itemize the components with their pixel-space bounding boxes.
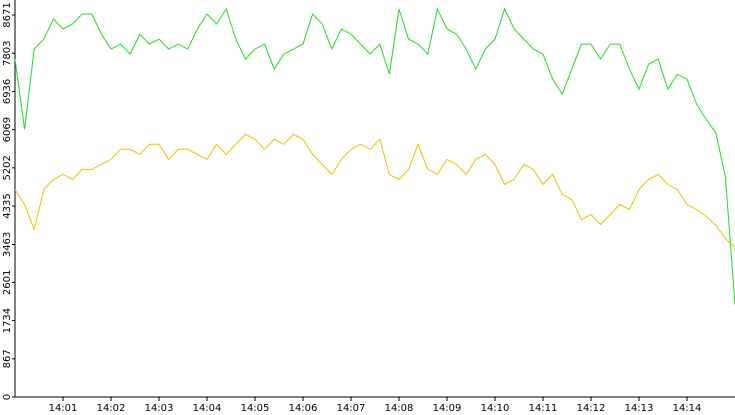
y-tick-label: 3463 — [2, 232, 13, 257]
x-tick-label: 14:07 — [337, 403, 366, 414]
y-tick-label: 7803 — [2, 41, 13, 66]
x-tick-label: 14:14 — [673, 403, 702, 414]
x-tick-label: 14:11 — [529, 403, 558, 414]
y-tick-label: 0 — [2, 394, 13, 400]
x-tick-label: 14:01 — [49, 403, 78, 414]
y-tick-label: 8671 — [2, 2, 13, 27]
y-tick-label: 5202 — [2, 155, 13, 180]
y-tick-label: 6069 — [2, 117, 13, 142]
x-tick-label: 14:03 — [145, 403, 174, 414]
x-tick-label: 14:08 — [385, 403, 414, 414]
x-tick-label: 14:05 — [241, 403, 270, 414]
x-tick-label: 14:04 — [193, 403, 222, 414]
x-tick-label: 14:09 — [433, 403, 462, 414]
y-tick-label: 1734 — [2, 308, 13, 333]
line-series — [14, 133, 735, 248]
x-tick-label: 14:06 — [289, 403, 318, 414]
y-tick-label: 4335 — [2, 193, 13, 218]
y-tick-label: 2601 — [2, 270, 13, 295]
x-tick-label: 14:02 — [97, 403, 126, 414]
x-tick-label: 14:12 — [577, 403, 606, 414]
x-tick-label: 14:10 — [481, 403, 510, 414]
line-series — [14, 7, 735, 305]
y-tick-label: 6936 — [2, 79, 13, 104]
x-tick-label: 14:13 — [625, 403, 654, 414]
y-tick-label: 867 — [2, 349, 13, 368]
